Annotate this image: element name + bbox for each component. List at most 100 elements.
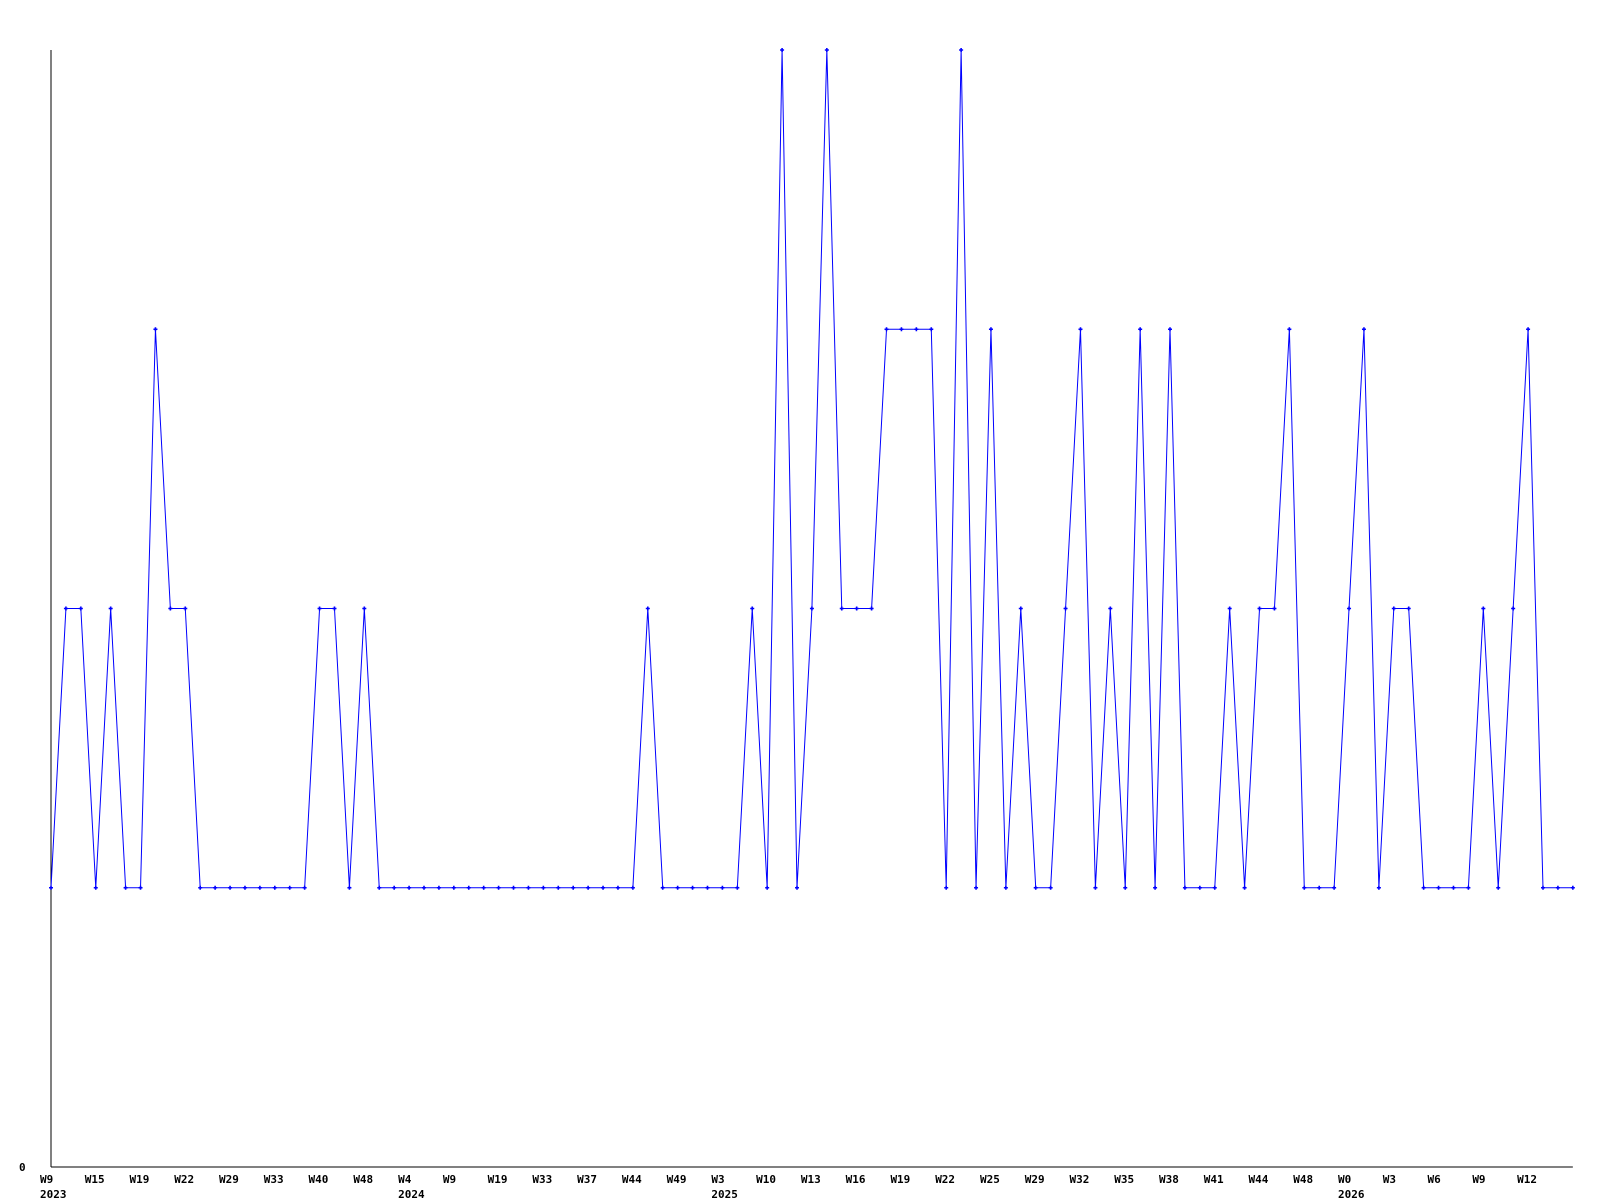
x-tick-label: W33 (532, 1173, 552, 1186)
data-point (108, 606, 113, 611)
x-tick-label: W33 (264, 1173, 284, 1186)
x-tick-label: W10 (756, 1173, 776, 1186)
data-point (1182, 885, 1187, 890)
data-point (183, 606, 188, 611)
x-tick-label: W48 (353, 1173, 373, 1186)
data-point (407, 885, 412, 890)
data-point (1376, 885, 1381, 890)
data-point (466, 885, 471, 890)
data-point (228, 885, 233, 890)
year-label: 2024 (398, 1188, 425, 1200)
data-point (1421, 885, 1426, 890)
data-point (1511, 606, 1516, 611)
data-point (824, 48, 829, 52)
data-point (1272, 606, 1277, 611)
x-tick-label: W22 (935, 1173, 955, 1186)
data-point (735, 885, 740, 890)
data-point (347, 885, 352, 890)
data-point (1138, 327, 1143, 332)
data-point (601, 885, 606, 890)
data-point (332, 606, 337, 611)
x-tick-label: W13 (801, 1173, 821, 1186)
x-tick-label: W35 (1114, 1173, 1134, 1186)
data-point (1257, 606, 1262, 611)
data-point (1555, 885, 1560, 890)
data-point (63, 606, 68, 611)
x-tick-label: W41 (1204, 1173, 1224, 1186)
data-point (1212, 885, 1217, 890)
data-point (690, 885, 695, 890)
data-point (1317, 885, 1322, 890)
data-point (929, 327, 934, 332)
data-point (1242, 885, 1247, 890)
data-point (1093, 885, 1098, 890)
data-point (914, 327, 919, 332)
data-point (138, 885, 143, 890)
data-point (526, 885, 531, 890)
x-tick-label: W37 (577, 1173, 597, 1186)
data-point (541, 885, 546, 890)
x-tick-label: W3 (1383, 1173, 1396, 1186)
data-point (720, 885, 725, 890)
data-point (556, 885, 561, 890)
data-point (168, 606, 173, 611)
x-tick-label: W44 (1249, 1173, 1269, 1186)
data-point (451, 885, 456, 890)
data-point (1168, 327, 1172, 332)
data-point (481, 885, 486, 890)
data-point (1332, 885, 1337, 890)
data-point (750, 606, 755, 611)
data-point (571, 885, 576, 890)
data-point (1436, 885, 1441, 890)
data-point (392, 885, 397, 890)
data-point (242, 885, 247, 890)
x-tick-label: W25 (980, 1173, 1000, 1186)
data-point (854, 606, 859, 611)
data-point (317, 606, 322, 611)
data-point (839, 606, 844, 611)
data-point (1347, 606, 1352, 611)
data-point (198, 885, 203, 890)
x-tick-label: W44 (622, 1173, 642, 1186)
data-point (422, 885, 426, 890)
y-tick-label: 0 (19, 1161, 26, 1174)
data-point (959, 48, 964, 52)
x-tick-label: W29 (219, 1173, 239, 1186)
x-tick-label: W19 (890, 1173, 910, 1186)
data-point (809, 606, 814, 611)
data-point (1108, 606, 1113, 611)
data-point (1003, 885, 1008, 890)
x-tick-label: W4 (398, 1173, 412, 1186)
data-point (615, 885, 620, 890)
year-label: 2023 (40, 1188, 67, 1200)
x-tick-label: W49 (667, 1173, 687, 1186)
x-tick-label: W19 (130, 1173, 150, 1186)
x-tick-label: W22 (174, 1173, 194, 1186)
data-point (49, 885, 53, 890)
data-point (1033, 885, 1038, 890)
data-point (1451, 885, 1456, 890)
data-line (50, 49, 1573, 889)
x-tick-label: W16 (846, 1173, 866, 1186)
data-point (272, 885, 277, 890)
data-point (153, 327, 158, 332)
x-tick-label: W19 (488, 1173, 508, 1186)
year-label: 2025 (711, 1188, 738, 1200)
x-tick-label: W9 (1472, 1173, 1485, 1186)
data-point (1018, 606, 1023, 611)
data-point (496, 885, 501, 890)
data-point (1063, 606, 1068, 611)
data-point (1227, 606, 1232, 611)
data-point (1496, 885, 1501, 890)
data-point (1526, 327, 1531, 332)
data-point (944, 885, 949, 890)
x-tick-label: W48 (1293, 1173, 1313, 1186)
data-point (1197, 885, 1202, 890)
data-point (377, 885, 382, 890)
data-point (765, 885, 770, 890)
data-point (1361, 327, 1366, 332)
data-point (287, 885, 292, 890)
data-point (869, 606, 874, 611)
data-point (645, 606, 650, 611)
